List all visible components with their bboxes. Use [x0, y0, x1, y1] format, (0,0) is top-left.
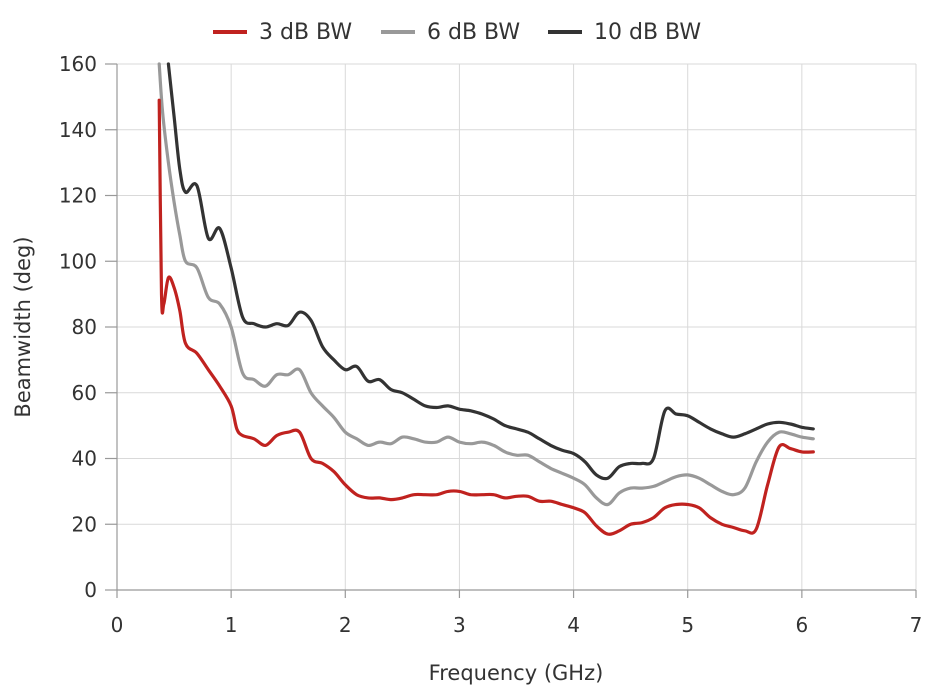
- axes: [105, 63, 917, 598]
- series-line-3-db-bw: [157, 98, 815, 536]
- x-axis-label: Frequency (GHz): [429, 661, 604, 685]
- y-tick-label: 140: [59, 118, 97, 142]
- x-tick-label: 2: [339, 613, 352, 637]
- x-tick-label: 7: [910, 613, 923, 637]
- series-lines: [157, 62, 815, 536]
- x-tick-label: 6: [795, 613, 808, 637]
- y-tick-label: 120: [59, 184, 97, 208]
- legend-label-3-db-bw: 3 dB BW: [259, 20, 352, 45]
- y-tick-label: 60: [72, 381, 97, 405]
- y-tick-label: 80: [72, 315, 97, 339]
- x-tick-label: 1: [225, 613, 238, 637]
- y-tick-label: 0: [84, 578, 97, 602]
- legend: 3 dB BW 6 dB BW 10 dB BW: [213, 20, 701, 45]
- legend-label-6-db-bw: 6 dB BW: [427, 20, 520, 45]
- x-tick-label: 4: [567, 613, 580, 637]
- series-line-10-db-bw: [166, 62, 815, 481]
- x-tick-label: 5: [681, 613, 694, 637]
- y-tick-label: 20: [72, 512, 97, 536]
- x-tick-label: 0: [111, 613, 124, 637]
- grid: [117, 63, 917, 590]
- x-tick-label: 3: [453, 613, 466, 637]
- y-tick-label: 40: [72, 447, 97, 471]
- series-line-6-db-bw: [157, 62, 815, 507]
- y-tick-label: 160: [59, 52, 97, 76]
- y-axis-label: Beamwidth (deg): [11, 236, 35, 417]
- y-tick-label: 100: [59, 249, 97, 273]
- legend-label-10-db-bw: 10 dB BW: [594, 20, 701, 45]
- tick-labels: 0 1 2 3 4 5 6 7 0 20 40 60 80 100 120 140 160: [59, 52, 923, 637]
